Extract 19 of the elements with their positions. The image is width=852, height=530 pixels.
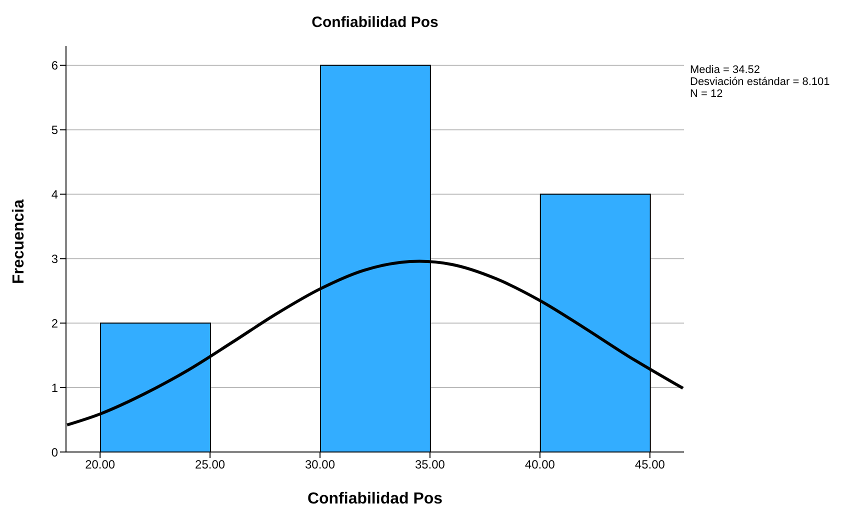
y-tick-label: 1	[51, 380, 58, 395]
y-axis-title: Frecuencia	[10, 199, 28, 284]
x-tick-label: 20.00	[85, 458, 116, 472]
y-tick-label: 6	[51, 58, 58, 73]
y-tick-label: 5	[51, 123, 58, 138]
y-tick-label: 4	[51, 187, 58, 202]
x-axis-title: Confiabilidad Pos	[307, 490, 443, 508]
x-tick-label: 35.00	[414, 458, 446, 472]
text: Desviación estándar = 8.101	[690, 76, 830, 88]
y-tick-label: 3	[51, 252, 58, 266]
x-tick-label: 25.00	[195, 458, 226, 472]
x-tick-label: 45.00	[634, 458, 666, 472]
x-tick-label: 40.00	[524, 458, 556, 472]
x-tick-label: 30.00	[305, 458, 336, 472]
y-tick-label: 2	[51, 316, 58, 330]
y-tick-label: 0	[51, 445, 58, 460]
chart-title: Confiabilidad Pos	[310, 14, 440, 31]
text: N = 12	[690, 88, 724, 100]
text: Media = 34.52	[690, 64, 762, 76]
